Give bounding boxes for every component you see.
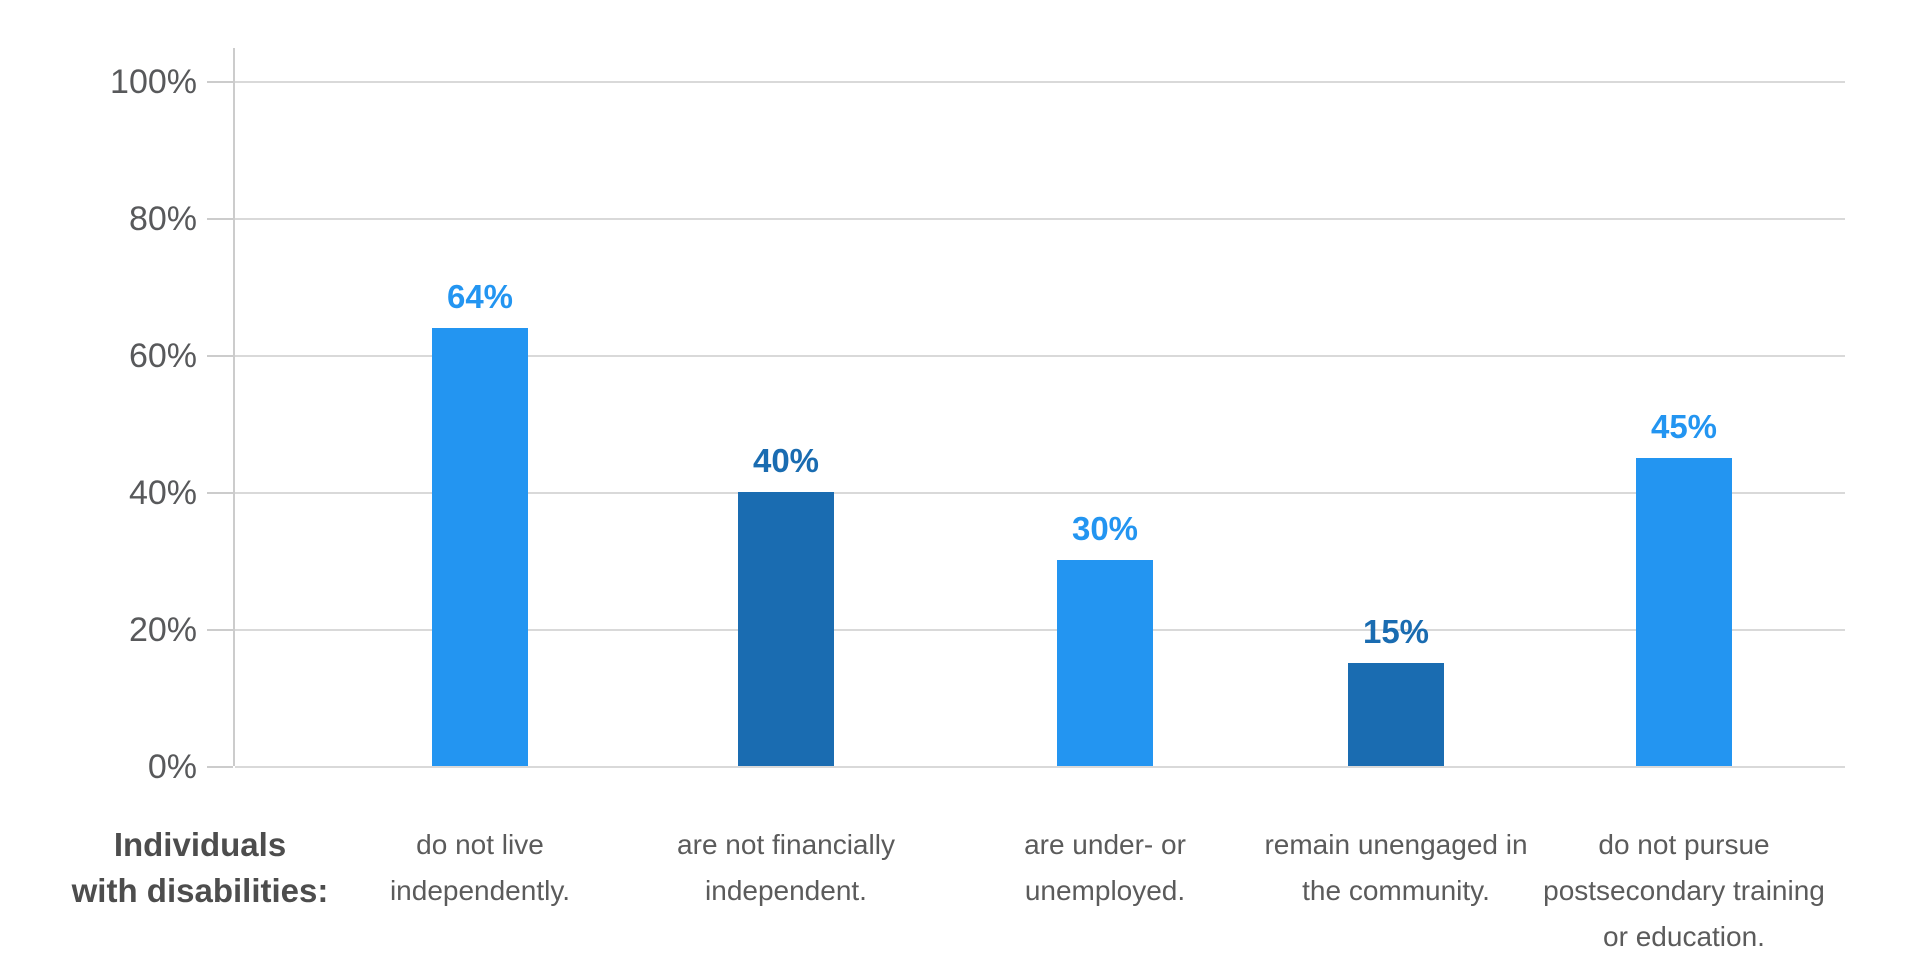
- gridline: [235, 492, 1845, 494]
- bar: [432, 328, 528, 766]
- category-label: do not pursue postsecondary training or …: [1543, 829, 1825, 952]
- y-axis-tick-label: 40%: [128, 474, 197, 512]
- bar-value-label: 64%: [446, 278, 514, 315]
- gridline: [235, 355, 1845, 357]
- bar: [1348, 663, 1444, 766]
- y-axis-tick-label: 60%: [128, 337, 197, 375]
- gridline: [235, 629, 1845, 631]
- y-axis-tick: [207, 81, 233, 83]
- y-axis-line: [233, 48, 235, 766]
- bar-value-label: 45%: [1650, 408, 1718, 445]
- y-axis-tick-label: 80%: [128, 200, 197, 238]
- row-header-label: Individuals with disabilities:: [71, 826, 329, 909]
- bar: [1636, 458, 1732, 766]
- y-axis-tick: [207, 218, 233, 220]
- category-label: are not financially independent.: [677, 829, 895, 906]
- category-label: do not live independently.: [389, 829, 571, 906]
- y-axis-tick: [207, 766, 233, 768]
- y-axis-tick: [207, 492, 233, 494]
- y-axis-tick: [207, 629, 233, 631]
- category-label: remain unengaged in the community.: [1264, 829, 1528, 906]
- y-axis-tick-label: 20%: [128, 611, 197, 649]
- y-axis-tick-label: 0%: [147, 748, 197, 786]
- bar-value-label: 15%: [1362, 613, 1430, 650]
- bar: [738, 492, 834, 766]
- gridline: [235, 218, 1845, 220]
- gridline: [235, 81, 1845, 83]
- bar: [1057, 560, 1153, 766]
- bar-value-label: 30%: [1071, 510, 1139, 547]
- y-axis-tick: [207, 355, 233, 357]
- category-label: are under- or unemployed.: [1024, 829, 1186, 906]
- bar-value-label: 40%: [752, 442, 820, 479]
- gridline: [235, 766, 1845, 768]
- y-axis-tick-label: 100%: [110, 63, 197, 101]
